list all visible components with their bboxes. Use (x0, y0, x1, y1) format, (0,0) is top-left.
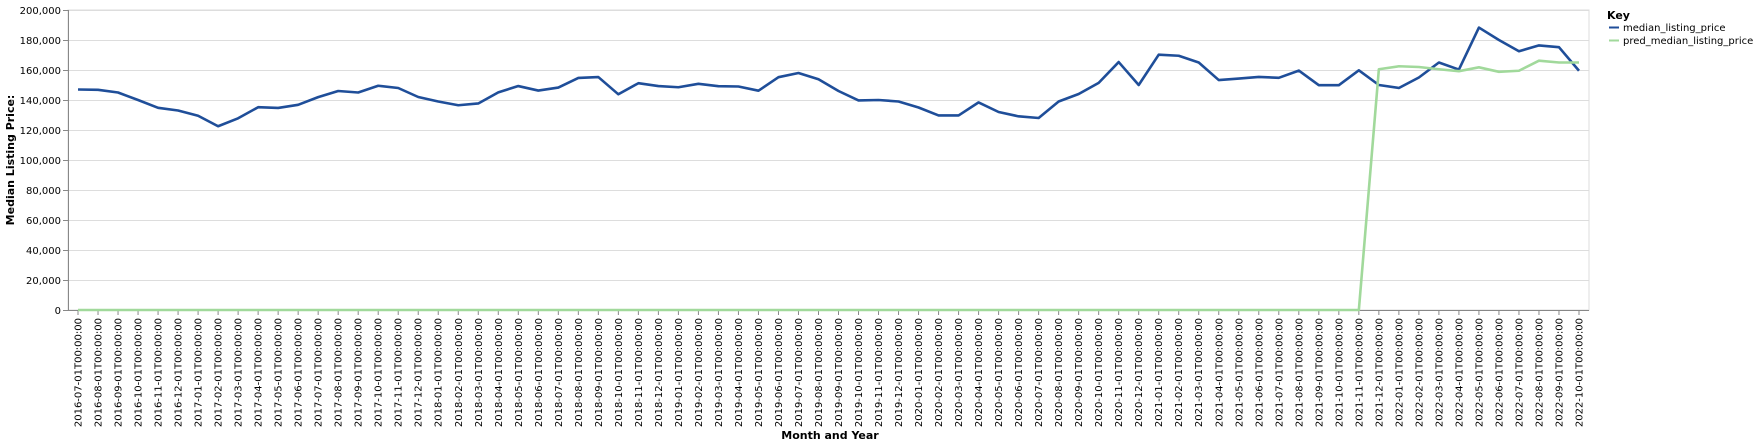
x-tick-label: 2016-12-01T00:00:00 (174, 318, 185, 427)
x-tick-label: 2019-12-01T00:00:00 (894, 318, 905, 427)
x-tick-label: 2019-01-01T00:00:00 (674, 318, 685, 427)
x-tick-label: 2017-01-01T00:00:00 (194, 318, 205, 427)
x-tick-label: 2022-07-01T00:00:00 (1514, 318, 1525, 427)
y-tick-label: 60,000 (26, 216, 61, 227)
x-tick-label: 2020-11-01T00:00:00 (1114, 318, 1125, 427)
x-tick-label: 2021-02-01T00:00:00 (1174, 318, 1185, 427)
x-tick-label: 2018-09-01T00:00:00 (594, 318, 605, 427)
y-tick-label: 140,000 (20, 96, 61, 107)
x-tick-label: 2019-08-01T00:00:00 (814, 318, 825, 427)
x-tick-label: 2019-03-01T00:00:00 (714, 318, 725, 427)
y-tick-label: 40,000 (26, 246, 61, 257)
x-tick-label: 2018-01-01T00:00:00 (434, 318, 445, 427)
y-tick-label: 80,000 (26, 186, 61, 197)
x-tick-label: 2017-02-01T00:00:00 (214, 318, 225, 427)
x-tick-label: 2018-03-01T00:00:00 (474, 318, 485, 427)
x-tick-label: 2017-10-01T00:00:00 (374, 318, 385, 427)
series-lines (77, 26, 1580, 312)
grid-lines (67, 9, 1590, 311)
series-line-median-listing-price (77, 26, 1580, 128)
x-tick-label: 2017-05-01T00:00:00 (274, 318, 285, 427)
x-tick-label: 2020-07-01T00:00:00 (1034, 318, 1045, 427)
y-tick-label: 160,000 (20, 66, 61, 77)
y-axis-title: Median Listing Price: (4, 95, 17, 226)
legend: Key median_listing_price pred_median_list… (1607, 9, 1753, 47)
x-tick-label: 2021-01-01T00:00:00 (1154, 318, 1165, 427)
x-tick-label: 2017-07-01T00:00:00 (314, 318, 325, 427)
x-tick-label: 2016-09-01T00:00:00 (114, 318, 125, 427)
x-tick-label: 2019-09-01T00:00:00 (834, 318, 845, 427)
x-tick-label: 2022-10-01T00:00:00 (1574, 318, 1585, 427)
series-line-pred-median-listing-price (78, 59, 1579, 312)
x-tick-label: 2016-07-01T00:00:00 (74, 318, 85, 427)
x-tick-label: 2020-01-01T00:00:00 (914, 318, 925, 427)
x-tick-label: 2019-11-01T00:00:00 (874, 318, 885, 427)
x-tick-label: 2016-10-01T00:00:00 (134, 318, 145, 427)
x-tick-label: 2020-08-01T00:00:00 (1054, 318, 1065, 427)
x-tick-label: 2016-11-01T00:00:00 (154, 318, 165, 427)
x-tick-label: 2018-07-01T00:00:00 (554, 318, 565, 427)
x-tick-label: 2022-06-01T00:00:00 (1494, 318, 1505, 427)
x-tick-label: 2020-12-01T00:00:00 (1134, 318, 1145, 427)
x-tick-label: 2019-02-01T00:00:00 (694, 318, 705, 427)
x-tick-label: 2018-08-01T00:00:00 (574, 318, 585, 427)
x-tick-label: 2019-07-01T00:00:00 (794, 318, 805, 427)
x-tick-label: 2022-09-01T00:00:00 (1554, 318, 1565, 427)
y-tick-label: 180,000 (20, 36, 61, 47)
x-tick-label: 2022-05-01T00:00:00 (1474, 318, 1485, 427)
x-tick-label: 2017-08-01T00:00:00 (334, 318, 345, 427)
x-tick-label: 2018-12-01T00:00:00 (654, 318, 665, 427)
x-tick-label: 2019-06-01T00:00:00 (774, 318, 785, 427)
x-tick-label: 2018-05-01T00:00:00 (514, 318, 525, 427)
x-tick-label: 2021-10-01T00:00:00 (1334, 318, 1345, 427)
legend-label: median_listing_price (1623, 23, 1726, 34)
x-tick-label: 2017-11-01T00:00:00 (394, 318, 405, 427)
x-tick-label: 2020-05-01T00:00:00 (994, 318, 1005, 427)
axes: 0 20,000 40,000 60,000 80,000 100,000 120,000 1… (20, 6, 1589, 427)
x-tick-label: 2020-03-01T00:00:00 (954, 318, 965, 427)
x-tick-label: 2016-08-01T00:00:00 (94, 318, 105, 427)
x-tick-label: 2022-08-01T00:00:00 (1534, 318, 1545, 427)
y-tick-label: 20,000 (26, 276, 61, 287)
x-tick-label: 2020-02-01T00:00:00 (934, 318, 945, 427)
y-tick-label: 100,000 (20, 156, 61, 167)
x-tick-label: 2018-11-01T00:00:00 (634, 318, 645, 427)
x-tick-label: 2019-04-01T00:00:00 (734, 318, 745, 427)
x-tick-label: 2017-12-01T00:00:00 (414, 318, 425, 427)
x-tick-label: 2019-10-01T00:00:00 (854, 318, 865, 427)
x-tick-label: 2018-04-01T00:00:00 (494, 318, 505, 427)
x-tick-label: 2019-05-01T00:00:00 (754, 318, 765, 427)
x-tick-label: 2017-04-01T00:00:00 (254, 318, 265, 427)
x-tick-label: 2020-04-01T00:00:00 (974, 318, 985, 427)
x-tick-label: 2021-11-01T00:00:00 (1354, 318, 1365, 427)
x-tick-label: 2017-09-01T00:00:00 (354, 318, 365, 427)
legend-label: pred_median_listing_price (1623, 36, 1753, 47)
x-tick-label: 2017-03-01T00:00:00 (234, 318, 245, 427)
y-tick-label: 200,000 (20, 6, 61, 17)
x-tick-label: 2021-05-01T00:00:00 (1234, 318, 1245, 427)
x-tick-label: 2020-09-01T00:00:00 (1074, 318, 1085, 427)
x-axis-title: Month and Year (781, 429, 879, 442)
x-tick-label: 2022-01-01T00:00:00 (1394, 318, 1405, 427)
x-tick-label: 2021-09-01T00:00:00 (1314, 318, 1325, 427)
x-tick-label: 2020-06-01T00:00:00 (1014, 318, 1025, 427)
x-tick-label: 2021-07-01T00:00:00 (1274, 318, 1285, 427)
x-tick-label: 2018-06-01T00:00:00 (534, 318, 545, 427)
x-tick-label: 2021-03-01T00:00:00 (1194, 318, 1205, 427)
x-tick-label: 2018-10-01T00:00:00 (614, 318, 625, 427)
x-tick-label: 2017-06-01T00:00:00 (294, 318, 305, 427)
x-tick-label: 2022-04-01T00:00:00 (1454, 318, 1465, 427)
x-tick-label: 2021-06-01T00:00:00 (1254, 318, 1265, 427)
x-tick-label: 2021-04-01T00:00:00 (1214, 318, 1225, 427)
x-tick-label: 2021-12-01T00:00:00 (1374, 318, 1385, 427)
x-tick-label: 2018-02-01T00:00:00 (454, 318, 465, 427)
x-tick-label: 2022-02-01T00:00:00 (1414, 318, 1425, 427)
x-tick-label: 2020-10-01T00:00:00 (1094, 318, 1105, 427)
x-tick-label: 2022-03-01T00:00:00 (1434, 318, 1445, 427)
y-tick-label: 0 (55, 306, 61, 317)
legend-title: Key (1607, 9, 1630, 22)
y-tick-label: 120,000 (20, 126, 61, 137)
x-tick-label: 2021-08-01T00:00:00 (1294, 318, 1305, 427)
